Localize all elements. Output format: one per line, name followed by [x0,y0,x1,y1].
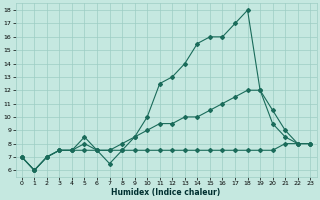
X-axis label: Humidex (Indice chaleur): Humidex (Indice chaleur) [111,188,221,197]
